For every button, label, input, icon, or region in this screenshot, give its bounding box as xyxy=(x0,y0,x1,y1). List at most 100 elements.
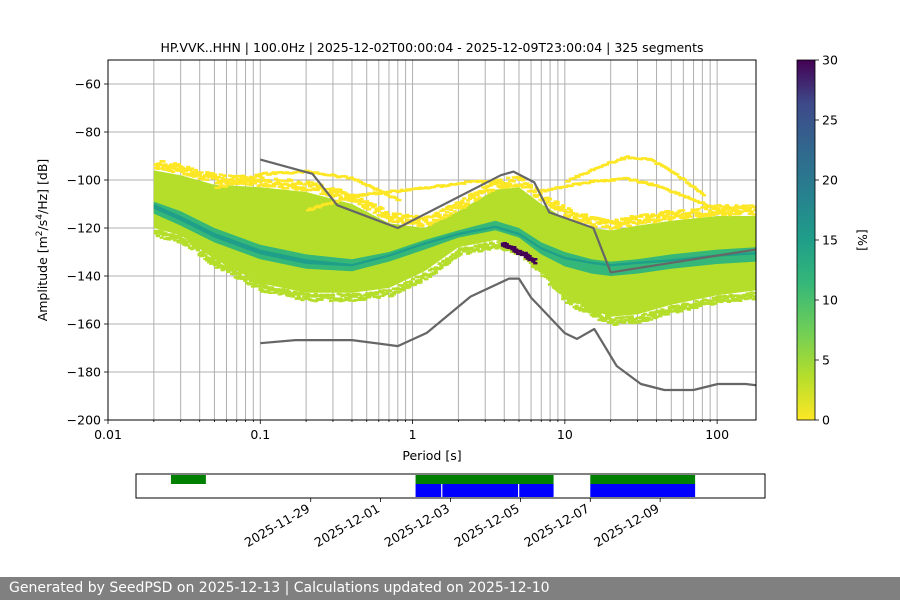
density-cell xyxy=(174,167,179,170)
density-cell xyxy=(447,214,452,217)
density-cell xyxy=(652,160,657,163)
density-cell xyxy=(580,213,585,216)
density-cell xyxy=(214,266,219,269)
density-cell xyxy=(597,222,602,225)
density-cell xyxy=(226,270,231,274)
density-cell xyxy=(591,223,596,226)
density-cell xyxy=(418,278,423,282)
density-cell xyxy=(487,191,492,194)
density-cell xyxy=(218,173,223,176)
density-cell xyxy=(201,176,206,180)
density-cell xyxy=(629,316,634,320)
density-cell xyxy=(584,213,589,216)
density-cell xyxy=(452,256,457,260)
density-cell xyxy=(195,246,200,250)
density-cell xyxy=(285,187,290,190)
density-cell xyxy=(665,313,671,316)
density-cell xyxy=(268,291,273,294)
density-cell xyxy=(601,218,606,221)
noise-model-NHNM xyxy=(260,158,756,274)
density-cell xyxy=(180,170,185,173)
density-cell xyxy=(359,294,364,298)
density-cell xyxy=(483,186,488,190)
density-cell xyxy=(167,168,172,171)
density-cell xyxy=(648,218,653,221)
colorbar-label: [%] xyxy=(855,229,870,251)
density-cell xyxy=(614,218,619,221)
density-cell xyxy=(475,197,480,201)
density-cell xyxy=(378,289,383,292)
density-cell xyxy=(380,207,385,210)
density-cell xyxy=(397,198,402,202)
density-cell xyxy=(258,180,263,183)
density-cell xyxy=(747,296,752,300)
used-segment xyxy=(415,484,554,497)
density-cell xyxy=(669,210,674,214)
density-cell xyxy=(749,291,754,294)
density-cell xyxy=(639,215,644,218)
density-cell xyxy=(723,213,728,216)
density-cell xyxy=(285,183,290,186)
x-tick-label: 0.01 xyxy=(94,427,122,442)
density-cell xyxy=(408,281,414,285)
density-band-mode xyxy=(153,204,756,267)
density-cell xyxy=(728,211,733,215)
density-cell xyxy=(655,184,660,187)
density-cell xyxy=(719,205,724,208)
density-cell xyxy=(611,179,616,182)
density-cell xyxy=(416,275,421,278)
density-cell xyxy=(414,222,419,225)
density-cell xyxy=(523,251,528,255)
date-ticks: 2025-11-29 2025-12-01 2025-12-03 2025-12-05… xyxy=(242,498,662,550)
density-cell xyxy=(740,210,745,213)
density-cell xyxy=(625,315,631,318)
density-cell xyxy=(323,296,328,299)
density-cell xyxy=(477,196,482,199)
density-cell xyxy=(569,184,574,187)
density-cell xyxy=(664,214,669,217)
density-cell xyxy=(193,175,198,178)
density-cell xyxy=(190,167,195,170)
density-cell xyxy=(178,234,183,238)
density-cell xyxy=(237,272,242,275)
density-cell xyxy=(549,282,554,286)
density-cell xyxy=(250,278,256,282)
density-cell xyxy=(188,246,193,249)
density-cell xyxy=(349,176,354,179)
density-cell xyxy=(721,207,726,211)
density-cell xyxy=(727,213,732,217)
density-cell xyxy=(289,292,294,295)
density-cell xyxy=(300,188,305,192)
density-cell xyxy=(509,178,514,182)
density-cell xyxy=(587,169,592,173)
density-cell xyxy=(448,208,454,211)
density-cell xyxy=(736,210,741,213)
density-cell xyxy=(433,220,438,223)
y-tick-label: −120 xyxy=(67,221,101,236)
density-cell xyxy=(519,183,524,186)
density-cell xyxy=(711,213,716,216)
density-cell xyxy=(298,297,303,300)
density-cell xyxy=(676,191,681,195)
density-cell xyxy=(367,208,372,211)
density-cell xyxy=(629,315,634,318)
density-cell xyxy=(551,206,556,209)
density-cell xyxy=(433,271,438,275)
density-cell xyxy=(372,295,377,299)
density-cell xyxy=(264,182,269,185)
density-cell xyxy=(525,182,530,185)
density-cell xyxy=(608,321,613,325)
sparse-long-period-arc-2 xyxy=(541,176,732,217)
density-cell xyxy=(437,267,442,271)
density-cell xyxy=(256,174,261,178)
density-cell xyxy=(464,246,469,249)
date-tick-label: 2025-12-09 xyxy=(591,501,661,550)
density-cell xyxy=(629,216,634,219)
density-cell xyxy=(412,283,417,286)
density-cell xyxy=(564,185,569,188)
density-cell xyxy=(271,171,276,174)
density-cell xyxy=(353,295,358,298)
density-cell xyxy=(553,208,558,211)
y-tick-label: −160 xyxy=(67,317,101,332)
sparse-upper-arc xyxy=(214,169,402,202)
